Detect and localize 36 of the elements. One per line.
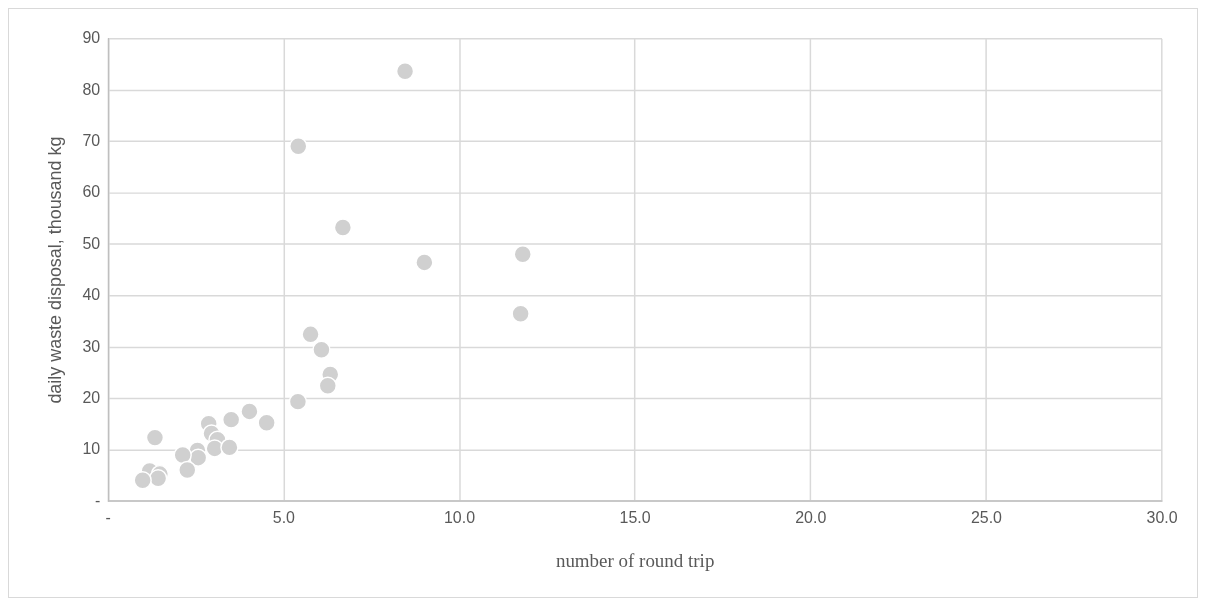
point [318, 376, 338, 395]
y-tick-label: 20 [82, 388, 101, 406]
point [511, 304, 530, 324]
x-tick-label: 20.0 [795, 509, 827, 527]
point [288, 392, 308, 411]
point [221, 410, 241, 429]
y-tick-label: - [94, 491, 101, 509]
x-tick-label: 30.0 [1146, 509, 1178, 527]
y-tick-label: 40 [82, 286, 101, 304]
point [395, 62, 415, 81]
y-tick-label: 60 [82, 183, 101, 201]
y-tick-label: 30 [82, 337, 101, 355]
point [240, 402, 259, 421]
y-axis-title: daily waste disposal, thousand kg [44, 136, 65, 404]
point [312, 340, 331, 359]
point [301, 325, 320, 344]
point [333, 218, 353, 237]
point [289, 137, 308, 156]
point [220, 438, 239, 457]
point [513, 244, 532, 264]
y-tick-label: 50 [82, 234, 101, 252]
x-tick-label: 10.0 [443, 509, 476, 527]
y-tick-label: 10 [82, 440, 101, 458]
point [145, 428, 165, 447]
point [178, 460, 197, 480]
x-axis-title: number of round trip [555, 549, 715, 571]
x-tick-label: 25.0 [970, 509, 1003, 527]
x-tick-label: 15.0 [619, 509, 651, 527]
x-tick-label: 5.0 [272, 509, 296, 527]
point [173, 445, 192, 465]
y-tick-label: 90 [82, 29, 101, 47]
point [257, 413, 276, 432]
point [133, 471, 152, 490]
y-tick-label: 70 [82, 132, 101, 150]
y-tick-label: 80 [82, 80, 101, 98]
point [415, 253, 434, 272]
